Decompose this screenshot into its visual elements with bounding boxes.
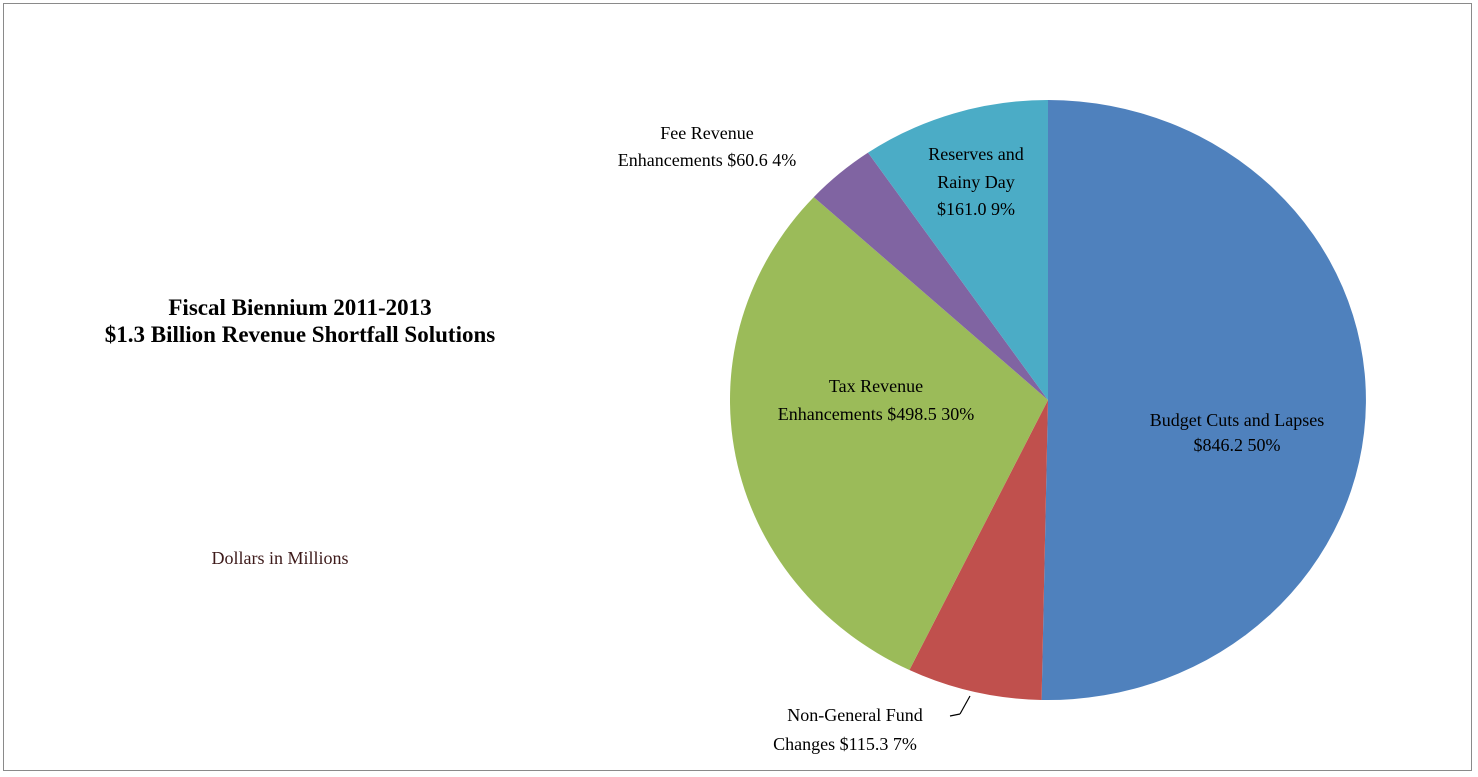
- leader-line-non-general-fund-tail: [949, 713, 961, 717]
- pie-slice-budget-cuts: [1041, 100, 1366, 700]
- pie-slice-non-general-fund: [909, 400, 1048, 700]
- slice-label-tax-revenue-line-1: Tax Revenue: [829, 376, 923, 396]
- pie-slice-reserves: [868, 100, 1048, 400]
- chart-subtitle: Dollars in Millions: [211, 548, 349, 568]
- slice-label-reserves-line-1: Reserves and: [928, 144, 1023, 164]
- pie-slice-fee-revenue: [813, 152, 1048, 400]
- leader-line-non-general-fund: [959, 695, 971, 715]
- slice-label-fee-revenue-line-2: Enhancements $60.6 4%: [618, 150, 796, 170]
- slice-label-non-general-fund-line-2: Changes $115.3 7%: [773, 734, 917, 754]
- slice-label-budget-cuts-line-2: $846.2 50%: [1194, 435, 1281, 455]
- slice-label-budget-cuts-line-1: Budget Cuts and Lapses: [1150, 410, 1324, 430]
- pie-slice-tax-revenue: [729, 197, 1048, 671]
- slice-label-reserves-line-2: Rainy Day: [937, 172, 1014, 192]
- slice-label-reserves-line-3: $161.0 9%: [937, 199, 1015, 219]
- pie-slices: [729, 100, 1366, 700]
- chart-title-line-1: Fiscal Biennium 2011-2013: [168, 295, 432, 320]
- chart-title-line-2: $1.3 Billion Revenue Shortfall Solutions: [104, 322, 496, 347]
- slice-label-fee-revenue-line-1: Fee Revenue: [660, 123, 753, 143]
- chart-title: Fiscal Biennium 2011-2013 $1.3 Billion R…: [40, 294, 560, 348]
- slice-label-tax-revenue-line-2: Enhancements $498.5 30%: [778, 404, 974, 424]
- slice-label-non-general-fund-line-1: Non-General Fund: [787, 705, 922, 725]
